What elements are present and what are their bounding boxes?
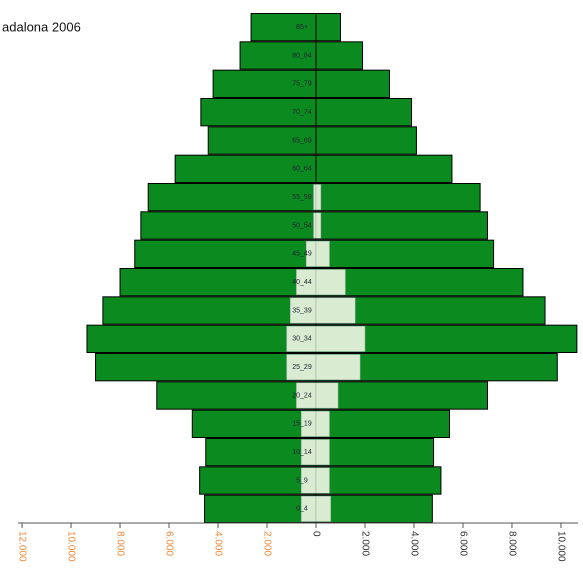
bar [239, 41, 317, 70]
category-label: 20_24 [292, 392, 312, 399]
foreign-bar [315, 269, 346, 296]
foreign-bar [315, 495, 331, 522]
x-tick-label: 2.000 [359, 531, 370, 556]
bar [315, 69, 390, 98]
bar [95, 353, 317, 382]
foreign-bar [315, 184, 322, 211]
foreign-bar [315, 354, 361, 381]
category-label: 0_4 [296, 506, 308, 513]
bar [315, 239, 495, 269]
category-label: 15_19 [292, 421, 312, 428]
category-label: 60_64 [292, 166, 312, 173]
category-label: 40_44 [292, 279, 312, 286]
bar [315, 438, 435, 467]
x-tick-label: 10.000 [555, 531, 566, 562]
bar [199, 466, 317, 495]
category-label: 55_59 [292, 194, 312, 201]
bar [212, 69, 317, 98]
x-tick-label: 10.000 [65, 531, 76, 562]
bar [134, 239, 317, 269]
foreign-bar [286, 354, 317, 381]
bar [140, 211, 317, 240]
foreign-bar [313, 212, 317, 239]
category-label: 85+ [296, 24, 308, 31]
x-tick-label: 12.000 [16, 531, 27, 562]
chart-title: adalona 2006 [2, 19, 81, 34]
bar [200, 98, 317, 127]
bar [315, 41, 364, 70]
category-label: 10_14 [292, 449, 312, 456]
bar [174, 154, 317, 184]
bar [315, 211, 488, 240]
category-label: 65_69 [292, 137, 312, 144]
category-label: 25_29 [292, 364, 312, 371]
foreign-bar [290, 297, 317, 324]
foreign-bar [315, 410, 330, 437]
bar [86, 324, 317, 353]
bar [315, 13, 341, 42]
x-tick-label: 6.000 [457, 531, 468, 556]
foreign-bar [315, 240, 330, 267]
bar [315, 126, 417, 155]
x-tick-label: 4.000 [212, 531, 223, 556]
bar [315, 183, 481, 212]
bar [156, 381, 317, 410]
bar [315, 381, 488, 410]
bar [315, 409, 450, 438]
x-tick-label: 8.000 [114, 531, 125, 556]
bar [315, 154, 453, 184]
category-label: 30_34 [292, 336, 312, 343]
x-tick-label: 6.000 [163, 531, 174, 556]
category-label: 50_54 [292, 222, 312, 229]
x-tick-label: 4.000 [408, 531, 419, 556]
bar [207, 126, 317, 155]
foreign-bar [315, 439, 330, 466]
category-label: 75_79 [292, 81, 312, 88]
bar [147, 183, 317, 212]
bar [102, 296, 317, 325]
bar [315, 98, 413, 127]
x-tick-label: 8.000 [506, 531, 517, 556]
category-label: 80_84 [292, 52, 312, 59]
foreign-bar [315, 297, 356, 324]
bar [205, 438, 317, 467]
x-tick-label: 0 [310, 531, 321, 537]
foreign-bar [315, 467, 330, 494]
foreign-bar [315, 212, 322, 239]
bar [119, 268, 317, 297]
bar [315, 494, 433, 523]
bar [315, 466, 442, 495]
x-tick-label: 2.000 [261, 531, 272, 556]
foreign-bar [313, 184, 317, 211]
bar [315, 268, 524, 297]
category-label: 5_9 [296, 477, 308, 484]
category-label: 35_39 [292, 307, 312, 314]
bar [204, 494, 317, 523]
category-label: 45_49 [292, 251, 312, 258]
foreign-bar [315, 382, 339, 409]
category-label: 70_74 [292, 109, 312, 116]
foreign-bar [315, 325, 366, 352]
